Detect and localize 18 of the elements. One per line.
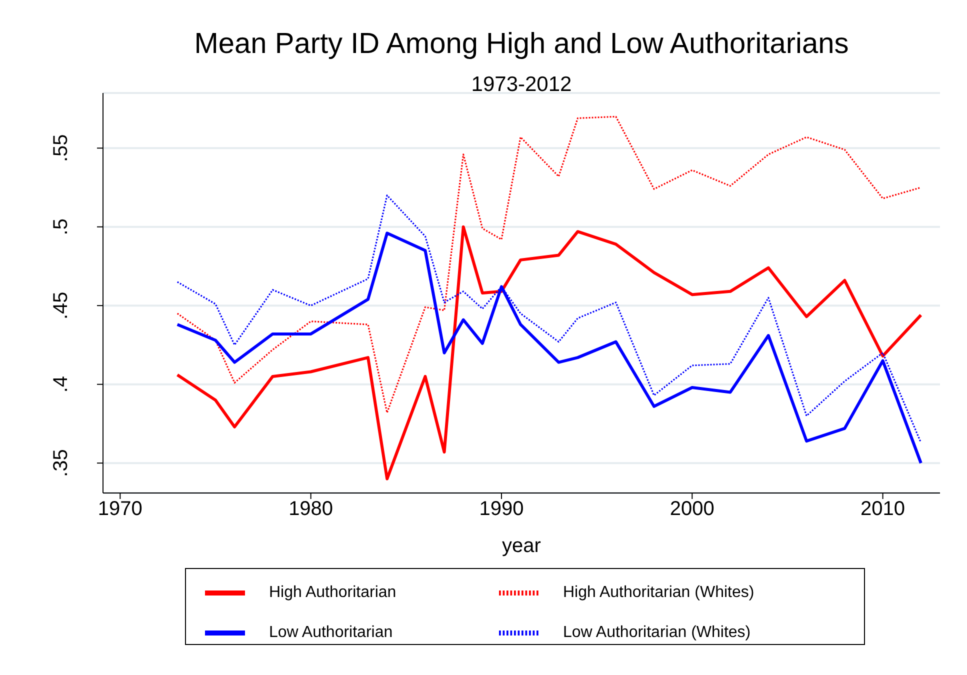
chart-subtitle: 1973-2012 xyxy=(470,73,573,97)
x-tick-label: 2010 xyxy=(860,498,906,520)
x-tick-label: 1980 xyxy=(288,498,334,520)
y-tick-label: .4 xyxy=(50,376,72,393)
line-series xyxy=(176,116,922,414)
x-tick-label: 1990 xyxy=(479,498,524,520)
chart-title: Mean Party ID Among High and Low Authoritarians xyxy=(193,28,850,61)
legend-label: Low Authoritarian (Whites) xyxy=(563,623,752,644)
y-tick-label: .5 xyxy=(50,218,72,236)
y-tick-label: .45 xyxy=(50,292,72,320)
legend-label: High Authoritarian xyxy=(269,583,398,604)
x-tick-label: 2000 xyxy=(670,498,714,520)
x-axis-title: year xyxy=(502,535,542,557)
legend-label: High Authoritarian (Whites) xyxy=(563,583,756,604)
y-tick-label: .55 xyxy=(50,134,72,162)
y-tick-label: .35 xyxy=(50,449,72,477)
x-tick-label: 1970 xyxy=(98,498,142,520)
legend-label: Low Authoritarian xyxy=(269,623,394,644)
